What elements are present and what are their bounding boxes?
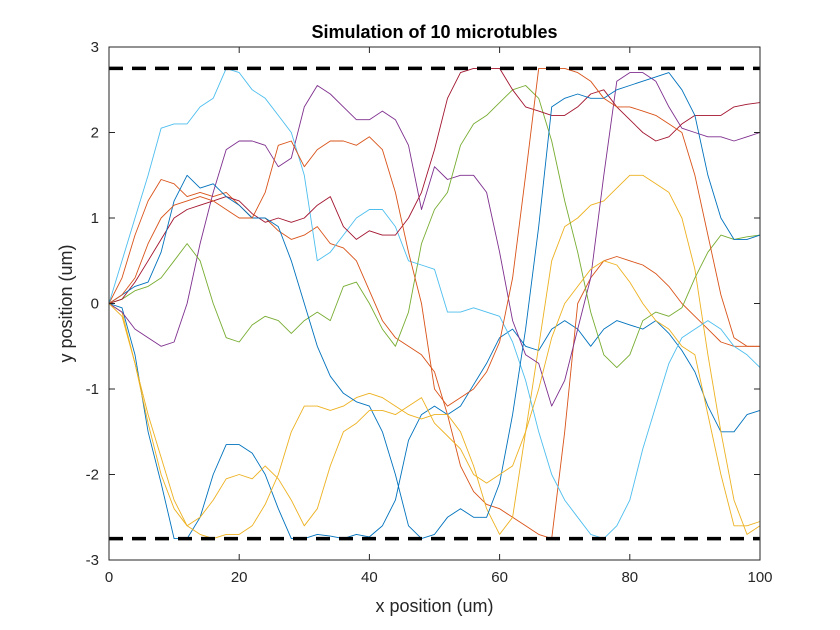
microtubule-line-9 — [108, 67, 760, 407]
microtubule-line-1 — [108, 303, 761, 540]
y-tick-label: 3 — [91, 39, 99, 56]
y-tick-label: 1 — [91, 210, 99, 227]
microtubule-line-7 — [108, 67, 761, 304]
chart-title: Simulation of 10 microtubles — [311, 22, 557, 42]
plot-area — [109, 47, 760, 560]
microtubule-line-3 — [108, 174, 761, 540]
tick-layer: 0 20 40 60 80 100 -3 -2 -1 0 1 2 3 — [86, 39, 773, 586]
microtubule-line-6 — [108, 67, 761, 540]
y-tick-label: -3 — [86, 552, 99, 569]
y-tick-label: 0 — [91, 296, 99, 313]
y-axis-label: y position (um) — [56, 244, 76, 362]
boundary-layer — [109, 66, 760, 541]
y-tick-label: -2 — [86, 467, 99, 484]
y-tick-label: -1 — [86, 381, 99, 398]
series-layer — [108, 67, 761, 540]
x-axis-label: x position (um) — [375, 596, 493, 616]
microtubule-line-2 — [108, 179, 760, 540]
microtubule-line-8 — [108, 72, 761, 540]
microtubule-line-10 — [108, 260, 761, 527]
x-tick-label: 60 — [491, 569, 508, 586]
x-tick-label: 20 — [231, 569, 248, 586]
x-tick-label: 100 — [747, 569, 772, 586]
x-tick-label: 0 — [105, 569, 113, 586]
y-tick-label: 2 — [91, 125, 99, 142]
x-tick-label: 80 — [621, 569, 638, 586]
x-tick-label: 40 — [361, 569, 378, 586]
